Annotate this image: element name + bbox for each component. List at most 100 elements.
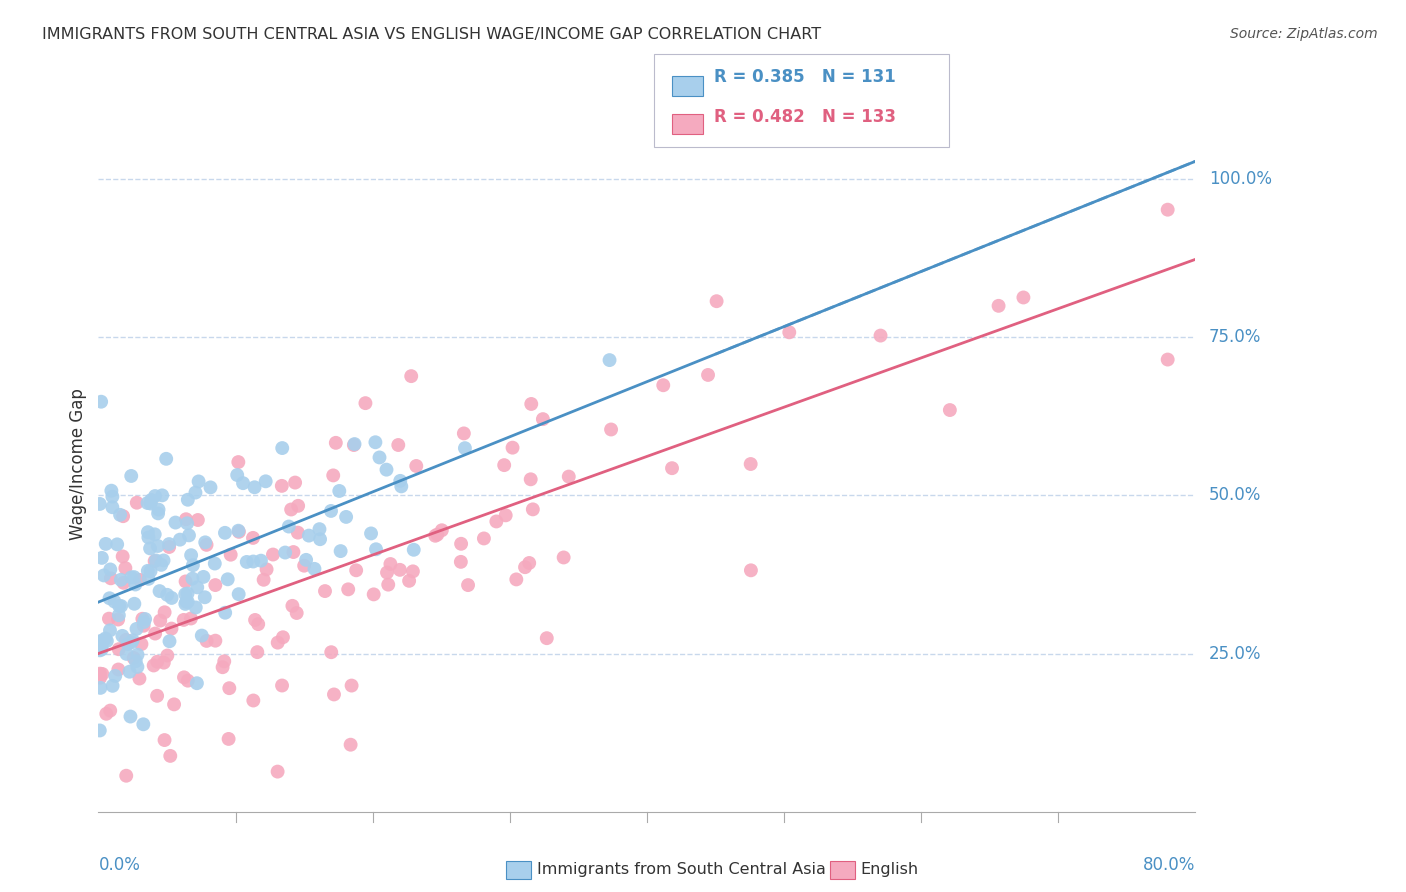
Point [323, 688, 346, 702]
Point [364, 542, 387, 557]
Point [226, 468, 249, 483]
Point [107, 642, 129, 657]
Point [174, 512, 197, 526]
Point [599, 353, 621, 368]
Point [150, 558, 173, 572]
Point [250, 554, 273, 568]
Point [122, 651, 145, 665]
Point [281, 599, 304, 613]
Point [101, 490, 124, 504]
Point [298, 528, 321, 542]
Point [219, 548, 242, 562]
Point [246, 645, 269, 659]
Point [173, 670, 195, 684]
Point [402, 565, 425, 579]
Point [159, 748, 181, 763]
Point [697, 368, 720, 382]
Point [218, 681, 240, 696]
Text: R = 0.385   N = 131: R = 0.385 N = 131 [714, 68, 896, 86]
Point [939, 403, 962, 417]
Point [520, 397, 543, 411]
Point [869, 328, 891, 343]
Point [195, 538, 218, 552]
Point [98, 624, 121, 638]
Point [155, 451, 177, 466]
Point [322, 468, 344, 483]
Point [285, 606, 308, 620]
Point [287, 525, 309, 540]
Point [139, 496, 162, 510]
Point [138, 572, 160, 586]
Point [114, 561, 136, 575]
Point [228, 455, 250, 469]
Point [153, 656, 176, 670]
Point [163, 698, 186, 712]
Point [740, 563, 762, 577]
Point [177, 492, 200, 507]
Point [181, 558, 204, 573]
Point [200, 480, 222, 494]
Point [292, 558, 315, 573]
Point [104, 669, 127, 683]
Point [108, 608, 131, 623]
Point [247, 617, 270, 632]
Point [146, 655, 169, 669]
Point [89, 681, 111, 695]
Point [98, 562, 121, 576]
Point [494, 458, 516, 472]
Point [274, 545, 297, 559]
Point [90, 550, 112, 565]
Point [426, 527, 449, 541]
Point [243, 480, 266, 494]
Point [89, 497, 111, 511]
Point [399, 369, 422, 384]
Point [149, 614, 172, 628]
Point [204, 557, 226, 571]
Point [328, 483, 350, 498]
Point [295, 553, 318, 567]
Point [94, 537, 117, 551]
Point [142, 658, 165, 673]
Point [193, 570, 215, 584]
Point [112, 509, 135, 524]
Point [256, 562, 278, 576]
Point [101, 679, 124, 693]
Point [105, 537, 128, 551]
Point [457, 578, 479, 592]
Point [93, 568, 115, 582]
Point [98, 704, 121, 718]
Point [153, 733, 176, 747]
Point [242, 554, 264, 568]
Point [387, 438, 409, 452]
Point [232, 476, 254, 491]
Y-axis label: Wage/Income Gap: Wage/Income Gap [69, 388, 87, 540]
Point [124, 597, 146, 611]
Point [214, 525, 236, 540]
Point [89, 634, 111, 648]
Point [228, 524, 250, 538]
Point [325, 435, 347, 450]
Point [128, 573, 150, 587]
Point [143, 527, 166, 541]
Point [148, 584, 170, 599]
Point [156, 648, 179, 663]
Point [180, 611, 202, 625]
Text: Immigrants from South Central Asia: Immigrants from South Central Asia [537, 863, 825, 877]
Point [174, 597, 197, 611]
Point [108, 599, 131, 613]
Point [173, 613, 195, 627]
Point [111, 629, 134, 643]
Text: R = 0.482   N = 133: R = 0.482 N = 133 [714, 108, 896, 127]
Point [652, 378, 675, 392]
Point [267, 635, 290, 649]
Point [138, 530, 160, 544]
Point [160, 622, 183, 636]
Point [120, 469, 142, 483]
Point [107, 663, 129, 677]
Point [127, 660, 149, 674]
Text: English: English [860, 863, 918, 877]
Point [90, 642, 112, 657]
Point [153, 605, 176, 619]
Text: Source: ZipAtlas.com: Source: ZipAtlas.com [1230, 27, 1378, 41]
Point [96, 706, 118, 721]
